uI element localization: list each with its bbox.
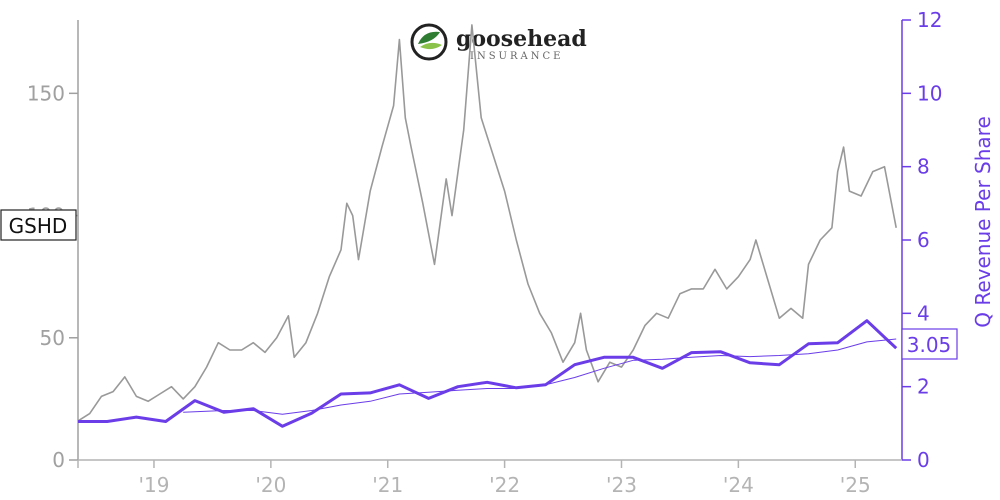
logo-subtitle: INSURANCE (470, 51, 563, 62)
right-tick-label: 10 (917, 81, 942, 105)
logo-wordmark: goosehead (456, 26, 587, 52)
right-tick-label: 4 (917, 301, 930, 325)
x-tick-label: '21 (372, 473, 403, 497)
logo-leaf-light (420, 42, 442, 50)
right-tick-label: 12 (917, 8, 942, 32)
right-axis-label: Q Revenue Per Share (971, 116, 995, 328)
right-tick-label: 8 (917, 155, 930, 179)
x-tick-label: '24 (723, 473, 754, 497)
revenue-trend-line (183, 338, 897, 415)
last-value-label: 3.05 (907, 333, 952, 357)
goosehead-logo: goosehead INSURANCE (410, 23, 587, 62)
x-tick-label: '22 (489, 473, 520, 497)
x-tick-label: '25 (840, 473, 871, 497)
x-tick-label: '23 (606, 473, 637, 497)
right-tick-label: 0 (917, 448, 930, 472)
revenue-quarterly-line (78, 319, 898, 428)
logo-ring (410, 23, 448, 61)
logo-leaf-dark (418, 31, 440, 44)
last-value-frame (901, 328, 958, 360)
x-tick-label: '20 (255, 473, 286, 497)
left-tick-label: 0 (52, 448, 65, 472)
last-value-box: 3.05 (901, 328, 958, 360)
ticker-label-box: GSHD (0, 209, 77, 241)
right-tick-label: 6 (917, 228, 930, 252)
x-tick-label: '19 (138, 473, 169, 497)
ticker-label: GSHD (9, 214, 68, 238)
series-layer (77, 24, 898, 428)
left-tick-label: 50 (40, 326, 65, 350)
axes: 050100150024681012'19'20'21'22'23'24'25 (27, 8, 943, 497)
ticker-box-frame (0, 209, 77, 241)
right-tick-label: 2 (917, 375, 930, 399)
left-tick-label: 150 (27, 81, 65, 105)
price-line (77, 24, 897, 422)
